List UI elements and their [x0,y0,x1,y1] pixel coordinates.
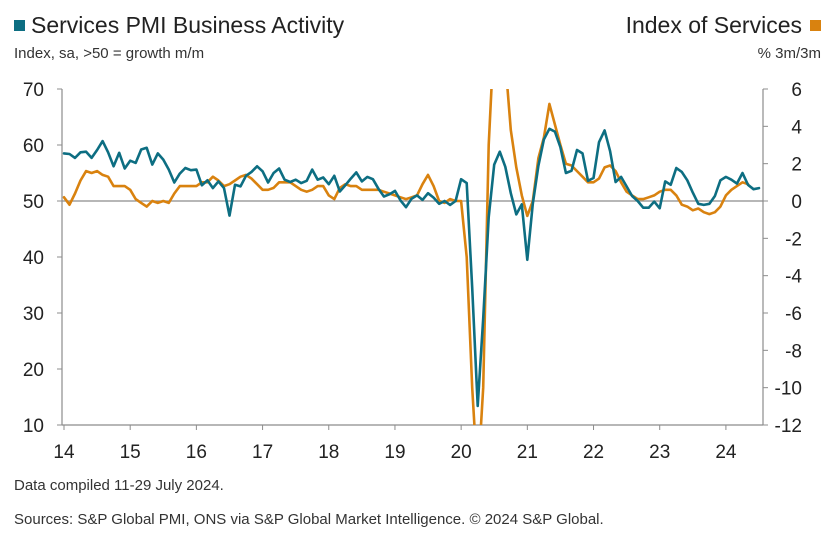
right-tick-label: -4 [785,267,802,288]
legend-swatch-pmi [14,20,25,31]
right-tick-label: -2 [785,229,802,250]
right-tick-label: -12 [775,416,802,437]
x-tick-label: 16 [186,442,207,463]
x-tick-label: 21 [517,442,538,463]
left-tick-label: 20 [23,360,44,381]
right-tick-label: -6 [785,304,802,325]
x-tick-label: 15 [120,442,141,463]
x-tick-label: 14 [53,442,75,463]
right-tick-label: -10 [775,379,802,400]
legend-swatch-ios [810,20,821,31]
left-tick-label: 40 [23,248,44,269]
left-tick-label: 30 [23,304,44,325]
right-tick-label: 2 [791,155,802,176]
compiled-note: Data compiled 11-29 July 2024. [14,477,224,494]
legend-label-ios: Index of Services [625,12,802,38]
legend-pmi: Services PMI Business Activity [14,12,344,39]
left-tick-label: 50 [23,192,44,213]
legend-label-pmi: Services PMI Business Activity [31,12,345,38]
right-tick-label: 6 [791,80,802,101]
right-tick-label: 0 [791,192,802,213]
x-tick-label: 18 [318,442,339,463]
right-tick-label: 4 [791,117,802,138]
left-tick-label: 60 [23,136,44,157]
left-tick-label: 10 [23,416,44,437]
x-tick-label: 24 [715,442,737,463]
x-tick-label: 20 [451,442,472,463]
left-axis-unit: Index, sa, >50 = growth m/m [14,45,205,62]
right-tick-label: -8 [785,341,802,362]
legend-ios: Index of Services [626,12,821,39]
x-tick-label: 17 [252,442,273,463]
series-line-index-of-services [62,89,750,425]
x-tick-label: 22 [583,442,604,463]
series-line-services-pmi [62,127,761,408]
right-axis-unit: % 3m/3m [757,45,821,62]
source-note: Sources: S&P Global PMI, ONS via S&P Glo… [14,511,604,528]
x-tick-label: 19 [384,442,405,463]
left-tick-label: 70 [23,80,44,101]
x-tick-label: 23 [649,442,670,463]
